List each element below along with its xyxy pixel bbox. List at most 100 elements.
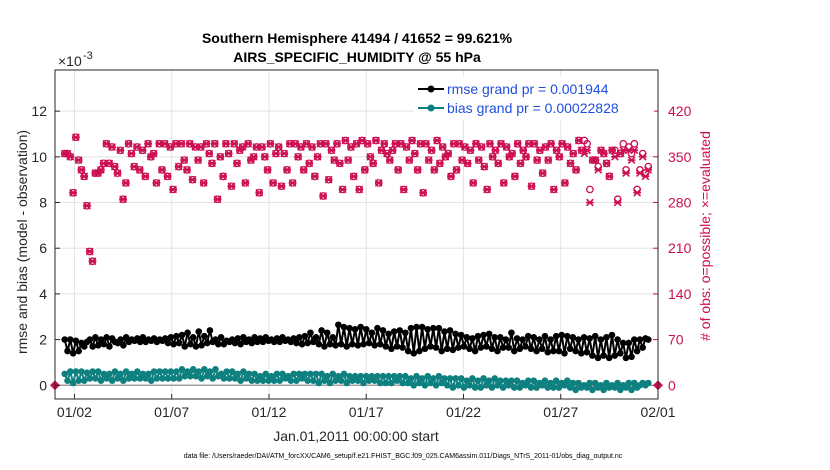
rmse-marker — [335, 321, 342, 329]
bias-marker — [530, 377, 538, 385]
rmse-marker — [234, 335, 242, 342]
rmse-marker — [483, 343, 490, 350]
bias-marker — [388, 379, 395, 387]
rmse-marker — [326, 340, 334, 348]
bias-marker — [466, 381, 473, 389]
ticks-layer: 01/02 01/07 01/12 01/17 01/22 01/27 02/01 0 2 4 6 8… — [31, 103, 691, 420]
bias-marker — [223, 368, 230, 375]
bias-marker — [318, 370, 325, 378]
bias-series — [61, 365, 652, 394]
obs-evaluated-marker — [263, 166, 272, 174]
obs-evaluated-marker — [433, 136, 441, 145]
obs-evaluated-marker — [230, 139, 239, 148]
obs-evaluated-marker — [69, 188, 77, 197]
obs-evaluated-marker — [322, 139, 330, 148]
obs-evaluated-marker — [430, 166, 439, 174]
obs-possible-marker — [583, 139, 591, 148]
rmse-marker — [617, 350, 624, 357]
rmse-marker — [505, 344, 512, 351]
obs-evaluated-marker — [488, 152, 497, 161]
rmse-marker — [513, 335, 521, 342]
obs-evaluated-marker — [469, 179, 478, 187]
rmse-marker — [351, 326, 359, 333]
bias-marker — [413, 372, 420, 380]
bias-marker — [340, 370, 348, 378]
rmse-marker — [488, 345, 496, 353]
rmse-marker — [636, 336, 644, 343]
bias-marker — [323, 372, 331, 380]
bias-marker — [474, 377, 482, 385]
obs-evaluated-marker — [349, 172, 358, 181]
x-tick-label: 01/12 — [251, 404, 286, 420]
obs-evaluated-marker — [288, 179, 297, 187]
rmse-marker — [466, 345, 473, 353]
bias-marker — [552, 377, 560, 385]
rmse-marker — [390, 328, 398, 335]
bias-marker — [600, 386, 607, 394]
rmse-marker — [564, 332, 571, 340]
rmse-marker — [443, 345, 451, 353]
obs-evaluated-marker — [380, 139, 389, 148]
obs-evaluated-marker — [405, 156, 414, 164]
bias-marker — [61, 370, 69, 378]
rmse-marker — [178, 331, 186, 339]
rmse-marker — [89, 343, 96, 350]
rmse-marker — [106, 343, 113, 350]
bias-marker — [496, 377, 504, 385]
obs-evaluated-marker — [319, 192, 328, 200]
rmse-marker — [519, 336, 526, 343]
obs-evaluated-marker — [216, 152, 225, 161]
rmse-marker — [639, 344, 646, 351]
rmse-marker — [547, 336, 554, 343]
obs-evaluated-marker — [435, 159, 444, 168]
plot-frame — [54, 69, 659, 400]
obs-evaluated-marker — [249, 152, 258, 161]
rmse-marker — [388, 345, 395, 353]
bias-marker — [510, 384, 518, 391]
bias-marker — [485, 377, 493, 385]
bias-marker — [449, 384, 457, 391]
title-line-2: AIRS_SPECIFIC_HUMIDITY @ 55 hPa — [233, 49, 481, 65]
rmse-marker — [463, 334, 471, 341]
x-tick-label: 01/02 — [57, 404, 92, 420]
obs-evaluated-marker — [622, 169, 630, 178]
y2-tick-label: 350 — [668, 149, 692, 165]
obs-evaluated-marker — [202, 139, 211, 148]
rmse-marker — [315, 340, 323, 348]
bias-marker — [198, 375, 205, 382]
rmse-marker — [544, 348, 552, 356]
bias-marker — [307, 370, 314, 378]
obs-evaluated-marker — [519, 146, 528, 155]
rmse-marker — [173, 332, 180, 340]
obs-evaluated-marker — [511, 172, 519, 181]
bias-marker — [175, 375, 183, 382]
rmse-marker — [203, 339, 211, 347]
rmse-marker — [516, 345, 524, 353]
bias-marker — [326, 379, 334, 387]
obs-evaluated-marker — [502, 143, 511, 151]
bias-marker — [287, 377, 295, 385]
obs-evaluated-marker — [71, 133, 80, 142]
obs-evaluated-marker — [641, 172, 650, 181]
obs-evaluated-marker — [410, 149, 419, 158]
rmse-marker — [575, 336, 582, 343]
obs-possible-marker — [630, 139, 639, 148]
bias-marker — [471, 384, 479, 391]
bias-marker — [304, 377, 311, 385]
rmse-marker — [631, 336, 638, 343]
rmse-marker — [332, 342, 339, 349]
obs-evaluated-marker — [274, 143, 283, 151]
legend-box — [414, 76, 654, 120]
bias-marker — [569, 379, 577, 387]
obs-evaluated-marker — [66, 152, 75, 161]
rmse-marker — [558, 331, 566, 339]
obs-evaluated-marker — [255, 188, 264, 197]
obs-evaluated-marker — [422, 139, 430, 148]
obs-count-series — [60, 133, 653, 266]
bias-marker — [251, 370, 258, 378]
rmse-marker — [485, 330, 493, 338]
obs-evaluated-marker — [119, 195, 127, 204]
obs-evaluated-marker — [463, 159, 472, 168]
rmse-marker — [572, 347, 579, 355]
bias-marker — [195, 368, 203, 375]
